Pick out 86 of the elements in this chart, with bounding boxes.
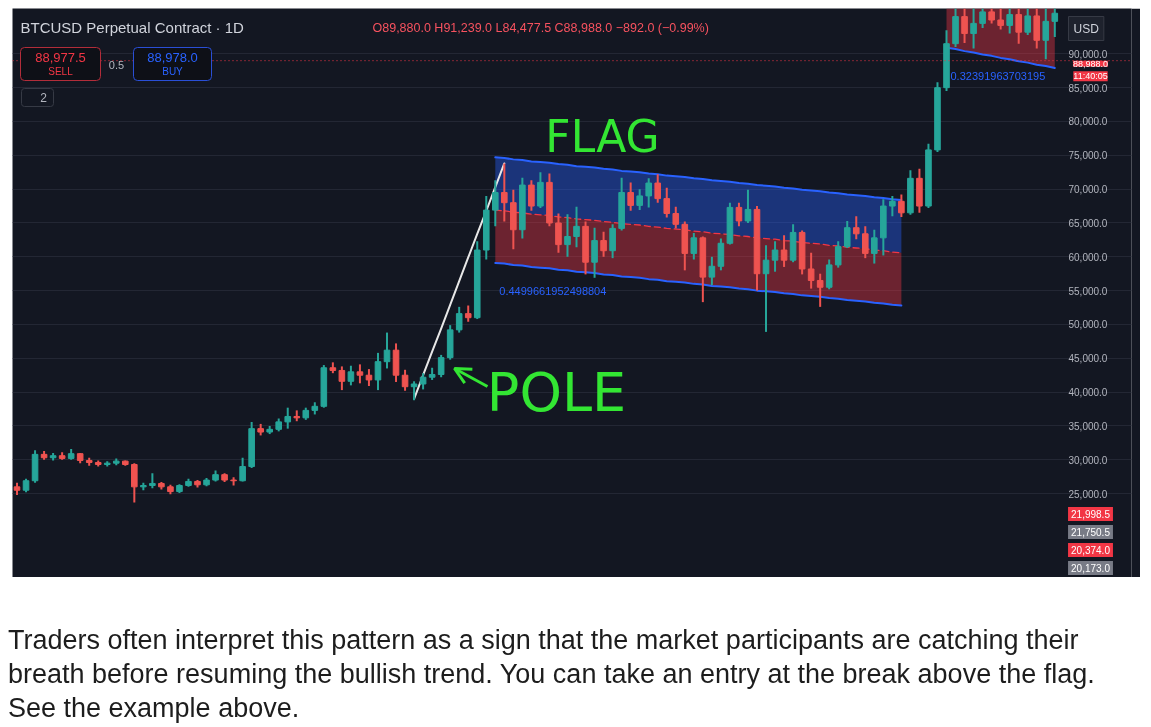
candlestick [284,406,292,430]
candlestick [131,462,138,504]
candlestick [528,179,535,212]
y-tick-label: 85,000.0 [1068,82,1108,94]
y-tick-label: 65,000.0 [1068,217,1108,229]
annotation: 20,374.0 [1071,545,1111,556]
candlestick [889,194,896,218]
annotation: SELL [48,66,74,77]
candlestick [636,188,643,212]
annotation: USD [1073,21,1100,36]
candlestick [1006,8,1013,35]
candlestick [1015,8,1022,45]
annotation: 2 [40,91,48,105]
candlestick [807,251,815,290]
candlestick [708,255,716,287]
candlestick [347,364,355,387]
text: BTCUSD Perpetual Contract · 1D [20,19,245,36]
candlestick [627,181,634,212]
candlestick [455,305,463,334]
candlestick [780,234,788,268]
candlestick [834,240,842,269]
y-tick-label: 70,000.0 [1068,184,1108,196]
y-tick-label: 90,000.0 [1068,48,1108,60]
candlestick [1024,8,1032,36]
candlestick [564,213,571,258]
line-series [494,261,903,307]
candlestick [717,237,725,272]
candlestick [1051,8,1059,38]
candlestick [861,225,869,260]
candlestick [825,258,833,291]
candlestick [573,205,580,249]
candlestick [771,240,779,273]
candlestick [654,173,662,204]
candlestick [591,226,598,279]
y-tick-label: 50,000.0 [1068,319,1108,331]
y-tick-label: 60,000.0 [1068,251,1108,263]
y-tick-label: 80,000.0 [1068,116,1108,128]
candlestick [672,205,680,230]
candlestick [600,230,607,258]
candlestick [537,171,544,210]
annotation: BUY [162,66,184,77]
y-tick-label: 55,000.0 [1068,285,1108,297]
candlestick [997,8,1004,31]
candlestick [410,380,418,402]
candlestick [970,8,977,50]
y-tick-label: 75,000.0 [1068,150,1108,162]
candlestick [898,193,905,218]
candlestick [744,188,752,224]
annotation: 88,977.5 [35,50,86,65]
annotation: 20,173.0 [1071,563,1111,574]
series-label: 0.32391963703195 [950,69,1046,82]
text: Traders often interpret this pattern as a sign that the market participants are catching their breath before resuming the bullish trend. You can take an entry at the break above the flag. See the example above. [8,624,1096,725]
candlestick [501,162,508,223]
ref-line-label: 88,988.0 [1072,58,1109,69]
candlestick [871,228,878,265]
annotation: FLAG [545,111,660,162]
annotation: 0.5 [108,58,125,71]
annotation: 21,998.5 [1071,509,1111,520]
candlestick [645,177,652,209]
annotation: POLE [486,361,627,424]
series-label: 0.4499661952498804 [499,284,607,297]
candlestick [735,201,743,228]
candlestick [1042,8,1050,61]
candlestick [338,365,346,392]
candlestick [374,351,382,392]
y-tick-label: 25,000.0 [1068,488,1108,500]
y-tick-label: 40,000.0 [1068,387,1108,399]
annotation: 21,750.5 [1071,527,1111,538]
candlestick [555,212,562,254]
annotation: 88,978.0 [147,50,198,65]
candlestick [437,353,445,379]
y-tick-label: 35,000.0 [1068,420,1108,432]
candlestick [356,363,364,385]
candlestick [663,186,671,219]
candlestick [961,8,968,45]
candlestick [690,232,698,261]
y-tick-label: 30,000.0 [1068,454,1108,466]
text: O89,880.0 H91,239.0 L84,477.5 C88,988.0 −892.0 (−0.99%) [372,20,709,35]
candlestick [979,8,986,30]
candlestick [816,272,824,308]
candlestick [609,223,616,260]
candlestick [852,215,860,241]
candlestick [843,219,851,250]
annotation: 11:40:05 [1073,71,1108,82]
candlestick [492,179,499,228]
y-tick-label: 45,000.0 [1068,353,1108,365]
